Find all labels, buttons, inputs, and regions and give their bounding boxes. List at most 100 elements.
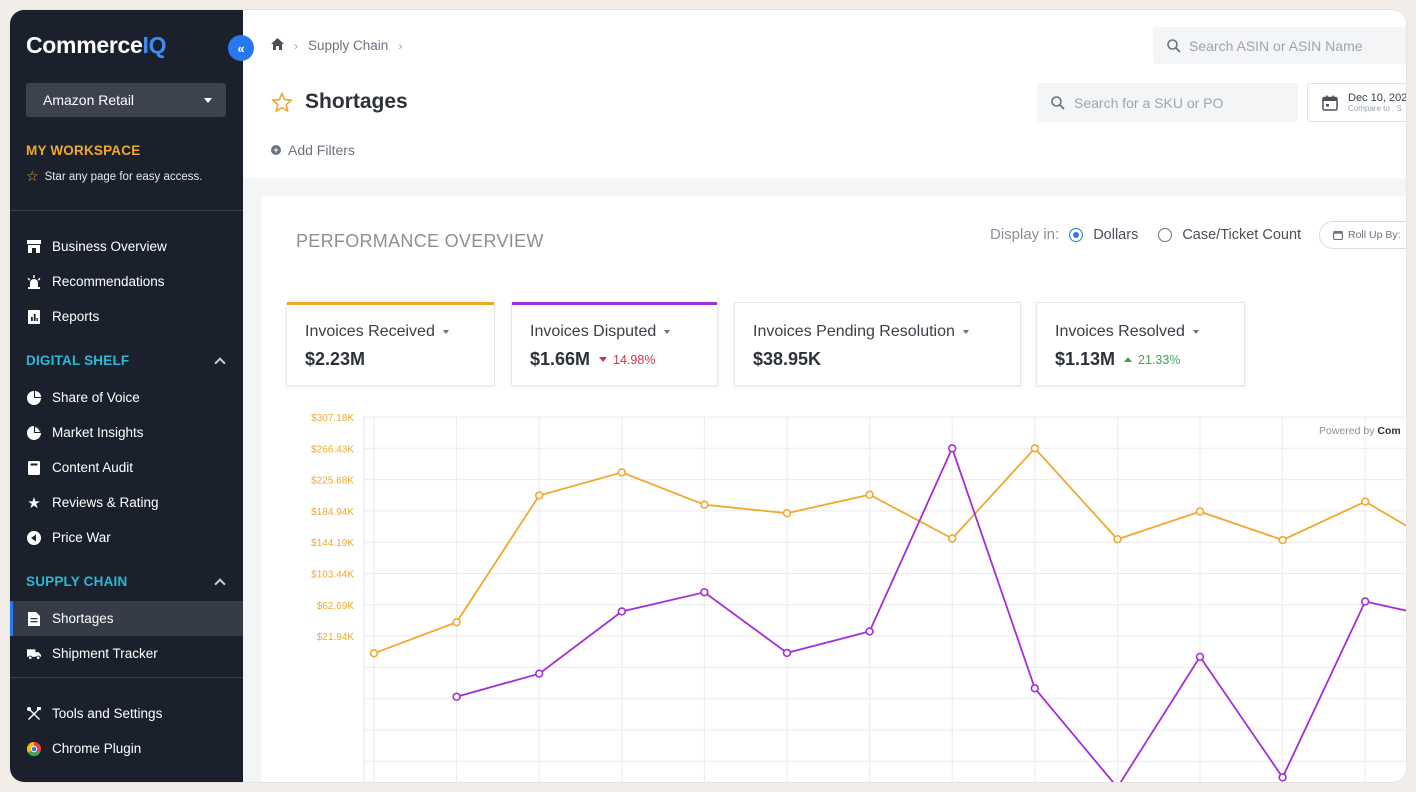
data-point	[947, 444, 957, 453]
document-icon	[27, 460, 41, 475]
add-filters-button[interactable]: + Add Filters	[271, 142, 355, 158]
data-point	[617, 468, 626, 477]
data-point	[1113, 535, 1122, 544]
retailer-select[interactable]: Amazon Retail	[26, 83, 226, 117]
rollup-button[interactable]: Roll Up By:	[1319, 221, 1406, 249]
nav-tools-settings[interactable]: Tools and Settings	[10, 696, 243, 731]
data-point	[1278, 535, 1287, 545]
price-icon	[27, 530, 41, 545]
radio-case-count[interactable]	[1158, 227, 1173, 242]
star-outline-icon: ☆	[26, 168, 39, 184]
app-window: CommerceIQ Amazon Retail MY WORKSPACE ☆ …	[10, 10, 1406, 782]
section-digital-shelf[interactable]: DIGITAL SHELF	[26, 353, 226, 369]
date-primary: Dec 10, 2021	[1348, 92, 1406, 104]
performance-overview-title: PERFORMANCE OVERVIEW	[296, 231, 544, 251]
data-point	[1030, 684, 1039, 693]
retailer-label: Amazon Retail	[43, 92, 135, 108]
logo[interactable]: CommerceIQ	[26, 32, 167, 58]
alert-icon	[27, 274, 41, 289]
y-tick-label: $62.69K	[317, 601, 355, 612]
y-tick-label: $266.43K	[311, 444, 354, 455]
nav-reports[interactable]: Reports	[10, 299, 243, 334]
chevron-up-icon	[214, 356, 226, 369]
store-icon	[27, 240, 41, 254]
radio-dollars[interactable]	[1069, 227, 1084, 242]
home-icon[interactable]	[271, 38, 284, 53]
collapse-sidebar-button[interactable]: «	[228, 35, 254, 61]
y-tick-label: $307.18K	[311, 413, 354, 424]
caret-down-icon	[442, 330, 449, 334]
metric-accent-bar	[512, 302, 717, 305]
nav-content-audit[interactable]: Content Audit	[10, 450, 243, 485]
search-asin-input[interactable]: Search ASIN or ASIN Name	[1153, 27, 1406, 64]
data-point	[452, 618, 461, 627]
data-point	[1195, 652, 1205, 661]
header: › Supply Chain › Search ASIN or ASIN Nam…	[243, 10, 1406, 178]
chevron-right-icon: ›	[294, 38, 298, 53]
divider	[10, 677, 243, 678]
metric-invoices-resolved[interactable]: Invoices Resolved $1.13M 21.33%	[1036, 302, 1245, 386]
data-point	[535, 491, 544, 500]
calendar-icon	[1333, 231, 1343, 240]
pie-chart-icon	[27, 425, 41, 440]
section-supply-chain[interactable]: SUPPLY CHAIN	[26, 574, 226, 590]
star-icon: ★	[27, 494, 41, 512]
y-tick-label: $144.19K	[311, 538, 354, 549]
caret-down-icon	[1192, 330, 1199, 334]
caret-down-icon	[204, 97, 212, 103]
page-title: Shortages	[271, 90, 408, 114]
data-point	[1360, 597, 1370, 606]
data-point	[865, 490, 874, 499]
nav-business-overview[interactable]: Business Overview	[10, 229, 243, 264]
date-compare: Compare to : S	[1348, 104, 1402, 113]
change-badge: 14.98%	[599, 353, 655, 367]
workspace-hint: ☆ Star any page for easy access.	[26, 168, 203, 184]
nav-price-war[interactable]: Price War	[10, 520, 243, 555]
nav-chrome-plugin[interactable]: Chrome Plugin	[10, 731, 243, 766]
breadcrumb-supply-chain[interactable]: Supply Chain	[308, 38, 389, 53]
nav-market-insights[interactable]: Market Insights	[10, 415, 243, 450]
truck-icon	[27, 647, 41, 661]
down-arrow-icon	[599, 357, 608, 362]
radio-dollars-label[interactable]: Dollars	[1093, 226, 1139, 243]
metric-invoices-pending[interactable]: Invoices Pending Resolution $38.95K	[734, 302, 1021, 386]
search-icon	[1051, 95, 1065, 110]
metric-invoices-disputed[interactable]: Invoices Disputed $1.66M 14.98%	[511, 302, 718, 386]
search-sku-input[interactable]: Search for a SKU or PO	[1037, 83, 1298, 122]
y-tick-label: $225.68K	[311, 476, 354, 487]
data-point	[782, 648, 792, 658]
data-point	[1278, 773, 1287, 782]
nav-shipment-tracker[interactable]: Shipment Tracker	[10, 636, 243, 671]
calendar-icon	[1322, 95, 1338, 111]
data-point	[700, 588, 709, 597]
plus-icon: +	[271, 145, 281, 155]
date-picker[interactable]: Dec 10, 2021 Compare to : S	[1307, 83, 1406, 122]
up-arrow-icon	[1124, 357, 1133, 362]
caret-down-icon	[962, 330, 969, 334]
y-tick-label: $103.44K	[311, 570, 354, 581]
powered-by: Powered by Com	[1319, 425, 1401, 437]
radio-case-count-label[interactable]: Case/Ticket Count	[1182, 226, 1302, 243]
star-outline-icon[interactable]	[271, 92, 293, 113]
data-point	[782, 508, 792, 518]
display-in-toggle: Display in: Dollars Case/Ticket Count	[990, 226, 1302, 243]
data-point	[535, 669, 544, 678]
chrome-icon	[27, 741, 41, 756]
file-icon	[27, 611, 41, 626]
data-point	[700, 500, 709, 509]
change-badge: 21.33%	[1124, 353, 1180, 367]
data-point	[452, 692, 461, 701]
sidebar: CommerceIQ Amazon Retail MY WORKSPACE ☆ …	[10, 10, 243, 782]
line-chart: $307.18K $266.43K $225.68K $184.94K $144.19K…	[311, 413, 1406, 782]
nav-recommendations[interactable]: Recommendations	[10, 264, 243, 299]
metric-invoices-received[interactable]: Invoices Received $2.23M	[286, 302, 495, 386]
data-point	[1195, 507, 1205, 516]
nav-reviews-rating[interactable]: ★ Reviews & Rating	[27, 494, 159, 512]
chevron-right-icon: ›	[398, 38, 403, 53]
data-point	[947, 534, 957, 543]
data-point	[1030, 444, 1039, 453]
nav-share-of-voice[interactable]: Share of Voice	[10, 380, 243, 415]
nav-shortages[interactable]: Shortages	[10, 601, 243, 636]
pie-icon	[27, 390, 41, 405]
breadcrumb: › Supply Chain ›	[271, 38, 402, 53]
